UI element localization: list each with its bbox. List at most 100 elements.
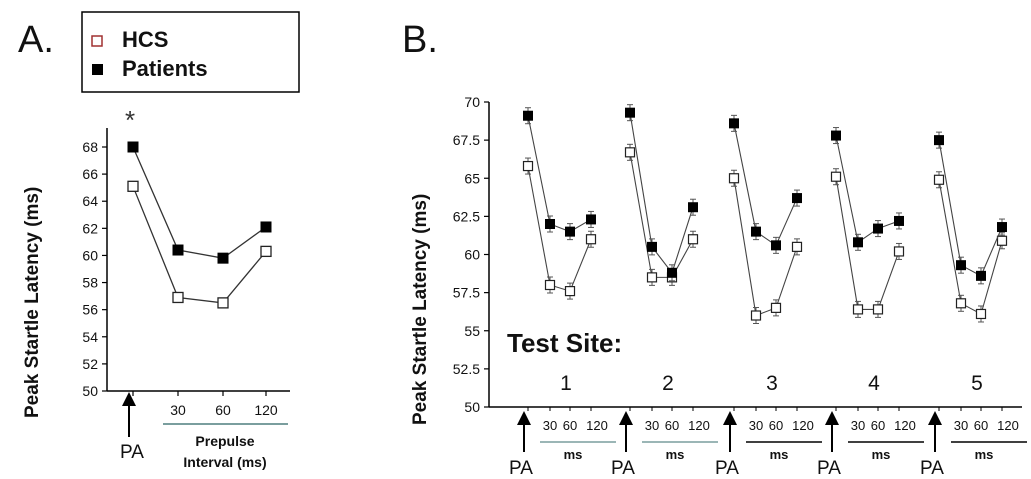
panel-b-ytick-label: 65 [464,170,480,186]
panel-b-point-hcs [564,286,576,297]
panel-b-xtick-label: 30 [954,418,968,433]
panel-b-pa-label: PA [920,458,944,479]
panel-a-point-hcs [127,180,139,192]
panel-b-xtick-label: 120 [688,418,710,433]
panel-b-point-patients [934,135,944,146]
panel-b-point-patients [586,214,596,225]
panel-b-point-hcs [791,241,803,252]
panel-b-point-patients [667,267,677,278]
panel-b-point-hcs [872,304,884,315]
panel-b-xtick-label: 60 [871,418,885,433]
panel-a-xtick-label: 60 [215,402,231,418]
panel-b-point-hcs [933,174,945,185]
panel-b-ytick-label: 60 [464,247,480,263]
legend-box [81,11,300,93]
panel-a-ytick-label: 50 [82,383,98,399]
panel-b-point-hcs [830,171,842,182]
test-site-number: 2 [662,372,674,395]
panel-b-series-line-patients [835,135,900,244]
legend-patients-marker [92,64,103,75]
panel-b-point-hcs [687,234,699,245]
panel-b-point-hcs [996,235,1008,246]
panel-b-pa-arrow-head [825,411,839,425]
panel-b-ytick-label: 52.5 [453,361,480,377]
panel-b-pa-label: PA [509,458,533,479]
panel-a-ylabel: Peak Startle Latency (ms) [22,187,43,418]
panel-b-point-hcs [852,304,864,315]
test-site-number: 3 [766,372,778,395]
panel-a-ytick-label: 60 [82,247,98,263]
panel-b-xtick-label: 60 [974,418,988,433]
panel-b-point-hcs [955,298,967,309]
panel-a-pa-label: PA [120,442,144,463]
panel-b-point-patients [956,260,966,271]
panel-a-point-patients [127,141,139,153]
panel-b-ytick-label: 70 [464,94,480,110]
panel-b-xtick-label: 120 [586,418,608,433]
panel-a-ytick-label: 68 [82,139,98,155]
panel-b-point-hcs [522,160,534,172]
panel-a-xtick-label: 120 [254,402,278,418]
panel-b-point-hcs [893,246,905,257]
panel-b-point-patients [625,107,635,118]
panel-b-series-line-hcs [835,176,900,310]
panel-b-xtick-label: 30 [645,418,659,433]
panel-b-series-line-patients [733,123,798,247]
panel-b-point-patients [565,226,575,237]
panel-b-point-patients [523,110,533,121]
panel-a-point-patients [172,244,184,256]
panel-b-xtick-label: 120 [894,418,916,433]
panel-b-point-patients [729,118,739,129]
panel-b-series-line-patients [938,140,1003,277]
legend-hcs-label: HCS [122,27,168,52]
panel-b-point-hcs [544,279,556,291]
panel-b-series-line-patients [527,115,592,233]
panel-b-point-hcs [770,302,782,313]
panel-b-xtick-label: 30 [543,418,557,433]
panel-a-point-patients [260,221,272,233]
panel-b-xtick-label: 120 [792,418,814,433]
panel-a-plot [127,141,272,309]
test-site-number: 1 [560,372,572,395]
panel-b-label: B. [402,19,438,61]
legend-patients-label: Patients [122,56,208,81]
panel-b-point-hcs [624,147,636,158]
panel-b-ytick-label: 67.5 [453,132,480,148]
panel-b-point-patients [545,219,555,229]
panel-b-xtick-label: 30 [749,418,763,433]
significance-star: * [125,105,135,135]
panel-b-ms-label: ms [872,447,891,462]
panel-b-pa-arrow-head [619,411,633,425]
panel-b-point-patients [873,223,883,234]
test-site-number: 4 [868,372,880,395]
panel-b-series-line-hcs [938,179,1003,315]
panel-b-xtick-label: 30 [851,418,865,433]
panel-b-point-patients [853,237,863,248]
panel-b-point-hcs [646,272,658,283]
panel-b-series-line-hcs [629,152,694,278]
panel-b-point-patients [831,130,841,141]
panel-a-axes: 50 52 54 56 58 60 62 64 66 68 30 60 120 [82,128,290,437]
panel-b-ylabel: Peak Startle Latency (ms) [410,194,431,425]
panel-b-point-hcs [585,234,597,245]
test-site-number: 5 [971,372,983,395]
panel-b-xtick-label: 60 [563,418,577,433]
panel-a-ytick-label: 58 [82,275,98,291]
panel-b-pa-arrow-head [723,411,737,425]
panel-b-ms-label: ms [975,447,994,462]
panel-b-point-hcs [975,308,987,320]
panel-a-ytick-label: 64 [82,193,98,209]
panel-a-label: A. [18,19,54,61]
panel-b-ytick-label: 57.5 [453,285,480,301]
panel-a-xtick-label: 30 [170,402,186,418]
panel-b-pa-label: PA [611,458,635,479]
panel-b-plot [522,104,1008,324]
panel-b-ytick-label: 50 [464,399,480,415]
panel-b-pa-arrow-head [928,411,942,425]
panel-b-series-line-hcs [527,165,592,292]
panel-b-point-patients [771,240,781,251]
panel-b-ytick-label: 55 [464,323,480,339]
panel-a-ytick-label: 52 [82,356,98,372]
panel-a-point-hcs [217,297,229,309]
